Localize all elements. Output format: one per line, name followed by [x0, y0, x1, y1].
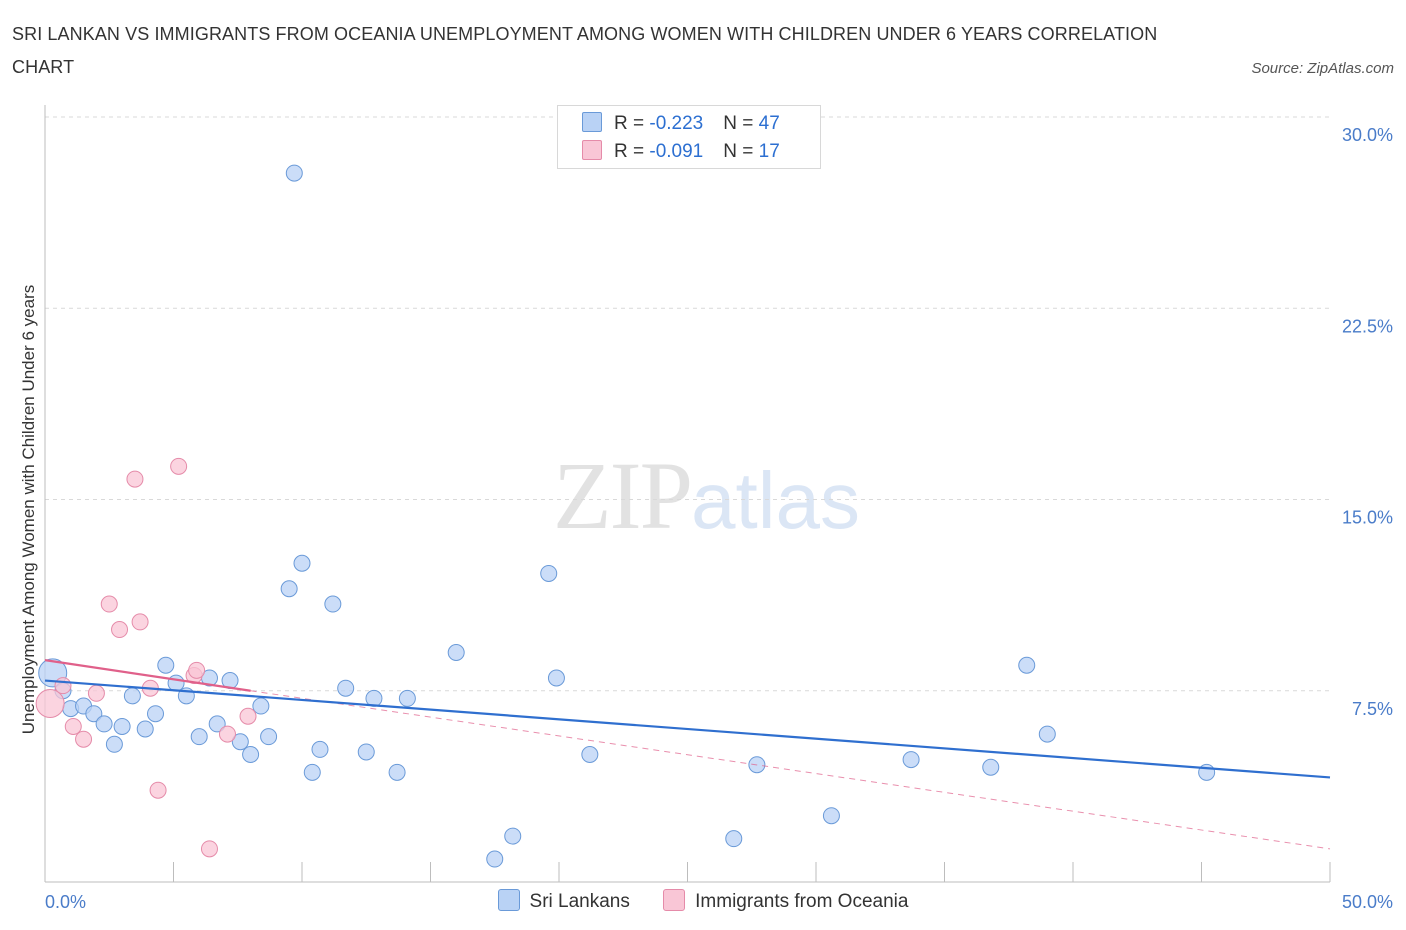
point-sri-lankans: [167, 674, 185, 692]
point-sri-lankans: [123, 687, 141, 705]
point-sri-lankans: [260, 728, 278, 746]
point-oceania: [35, 689, 65, 718]
point-sri-lankans: [982, 758, 1000, 776]
point-oceania: [126, 470, 144, 488]
point-sri-lankans: [581, 746, 599, 763]
legend-swatch-blue: [582, 112, 602, 132]
x-tick-label: 50.0%: [1342, 892, 1393, 912]
point-sri-lankans: [136, 720, 154, 738]
point-oceania: [149, 781, 167, 799]
point-oceania: [218, 725, 236, 743]
point-sri-lankans: [303, 763, 321, 781]
point-sri-lankans: [252, 697, 270, 715]
legend-n-value: 47: [758, 113, 780, 134]
point-oceania: [131, 613, 149, 631]
legend-r-value: -0.091: [649, 141, 704, 162]
point-oceania: [100, 595, 118, 613]
point-oceania: [54, 677, 72, 695]
point-oceania: [188, 661, 206, 679]
legend-swatch-pink: [663, 889, 686, 911]
y-tick-label: 15.0%: [1342, 508, 1393, 528]
point-oceania: [239, 707, 257, 725]
point-oceania: [170, 457, 188, 475]
point-sri-lankans: [1038, 725, 1056, 743]
point-sri-lankans: [157, 656, 175, 674]
legend-swatch-blue: [497, 889, 520, 911]
point-sri-lankans: [324, 595, 342, 613]
point-sri-lankans: [95, 715, 113, 733]
watermark-atlas: atlas: [691, 456, 860, 545]
point-sri-lankans: [447, 644, 465, 661]
y-tick-label: 30.0%: [1342, 125, 1393, 145]
legend-r-label: R =: [614, 141, 650, 162]
series-legend: Sri Lankans Immigrants from Oceania: [0, 889, 1406, 913]
watermark-zip: ZIP: [553, 442, 693, 549]
legend-row-oceania: R = -0.091 N = 17: [582, 139, 790, 165]
legend-swatch-pink: [582, 140, 602, 160]
legend-n-label: N =: [723, 141, 759, 162]
y-tick-label: 7.5%: [1352, 699, 1393, 719]
point-sri-lankans: [285, 164, 303, 182]
point-sri-lankans: [311, 740, 329, 758]
legend-row-sri-lankans: R = -0.223 N = 47: [582, 111, 780, 137]
point-sri-lankans: [147, 705, 165, 723]
point-oceania: [200, 840, 218, 858]
point-sri-lankans: [190, 728, 208, 746]
point-sri-lankans: [540, 564, 558, 582]
watermark: ZIPatlas: [553, 440, 860, 551]
trendline-sri-lankans: [44, 679, 1331, 779]
point-sri-lankans: [547, 669, 565, 687]
point-sri-lankans: [725, 830, 743, 848]
point-sri-lankans: [293, 554, 311, 572]
point-sri-lankans: [105, 735, 123, 753]
point-sri-lankans: [504, 827, 522, 845]
legend-item-sri-lankans[interactable]: Sri Lankans: [497, 889, 630, 913]
source-label: Source: ZipAtlas.com: [1251, 60, 1394, 77]
y-axis-label: Unemployment Among Women with Children U…: [19, 285, 38, 734]
point-sri-lankans: [357, 743, 375, 761]
legend-r-value: -0.223: [649, 113, 704, 134]
point-sri-lankans: [486, 850, 504, 868]
point-sri-lankans: [242, 746, 260, 763]
point-sri-lankans: [1018, 656, 1036, 674]
point-sri-lankans: [85, 705, 103, 723]
chart-title: SRI LANKAN VS IMMIGRANTS FROM OCEANIA UN…: [12, 24, 1158, 77]
legend-label: Immigrants from Oceania: [695, 891, 909, 912]
point-sri-lankans: [231, 733, 249, 751]
point-oceania: [64, 717, 82, 735]
point-sri-lankans: [902, 751, 920, 769]
legend-label: Sri Lankans: [529, 891, 630, 912]
point-oceania: [75, 730, 93, 748]
x-tick-label: 0.0%: [45, 892, 86, 912]
legend-item-oceania[interactable]: Immigrants from Oceania: [663, 889, 908, 913]
point-oceania: [87, 684, 105, 702]
legend-n-value: 17: [758, 141, 780, 162]
point-sri-lankans: [113, 717, 131, 735]
point-sri-lankans: [398, 689, 416, 707]
point-sri-lankans: [337, 679, 355, 697]
legend-n-label: N =: [723, 113, 759, 134]
correlation-legend: R = -0.223 N = 47 R = -0.091 N = 17: [557, 105, 821, 169]
point-sri-lankans: [280, 580, 298, 598]
point-sri-lankans: [208, 715, 226, 733]
point-oceania: [111, 621, 129, 639]
point-sri-lankans: [822, 807, 840, 825]
trendline-oceania-extended: [250, 690, 1331, 850]
trendline-oceania: [44, 659, 251, 692]
y-tick-label: 22.5%: [1342, 316, 1393, 336]
legend-r-label: R =: [614, 113, 650, 134]
point-sri-lankans: [388, 763, 406, 781]
